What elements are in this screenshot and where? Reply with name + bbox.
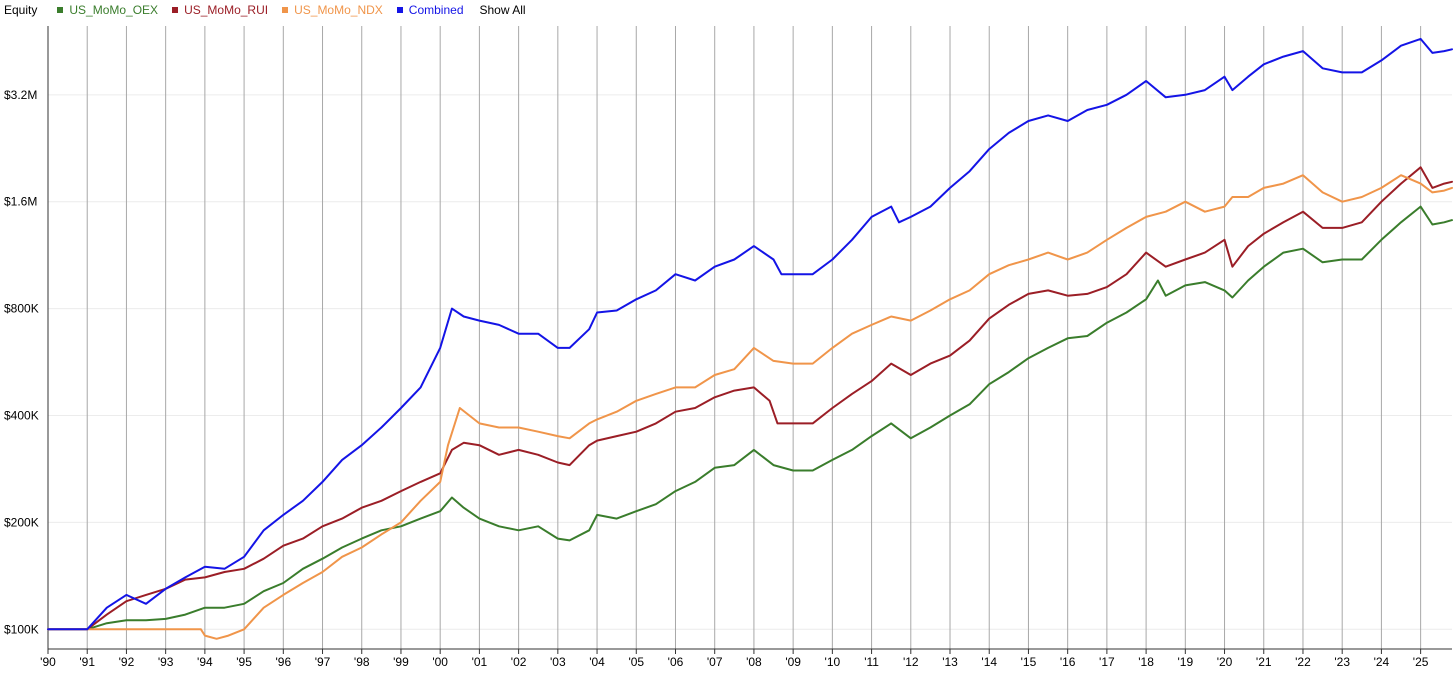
x-tick-label: '16 bbox=[1060, 655, 1076, 669]
series-line-us-momo-oex bbox=[47, 205, 1453, 631]
legend-swatch bbox=[172, 7, 179, 13]
legend-label: Combined bbox=[408, 3, 464, 17]
x-tick-label: '19 bbox=[1177, 655, 1193, 669]
legend-item-combined[interactable]: Combined bbox=[396, 3, 464, 17]
x-tick-label: '20 bbox=[1217, 655, 1233, 669]
x-tick-label: '98 bbox=[354, 655, 370, 669]
series-line-us-momo-rui bbox=[47, 166, 1453, 631]
y-tick-label: $400K bbox=[4, 409, 39, 423]
x-tick-label: '21 bbox=[1256, 655, 1272, 669]
x-tick-label: '02 bbox=[511, 655, 527, 669]
legend-label: US_MoMo_RUI bbox=[184, 3, 269, 17]
y-tick-label: $200K bbox=[4, 515, 39, 529]
y-tick-label: $100K bbox=[4, 622, 39, 636]
x-tick-label: '07 bbox=[707, 655, 723, 669]
x-tick-label: '22 bbox=[1295, 655, 1311, 669]
x-tick-label: '08 bbox=[746, 655, 762, 669]
legend: Equity US_MoMo_OEX US_MoMo_RUI US_MoMo_NDX… bbox=[0, 0, 526, 20]
x-tick-label: '00 bbox=[432, 655, 448, 669]
x-tick-label: '94 bbox=[197, 655, 213, 669]
y-tick-label: $1.6M bbox=[4, 195, 37, 209]
x-tick-label: '05 bbox=[628, 655, 644, 669]
x-tick-label: '14 bbox=[981, 655, 997, 669]
x-tick-label: '15 bbox=[1021, 655, 1037, 669]
x-tick-label: '92 bbox=[119, 655, 135, 669]
x-tick-label: '01 bbox=[472, 655, 488, 669]
series-line-combined bbox=[47, 37, 1453, 631]
x-tick-label: '23 bbox=[1334, 655, 1350, 669]
x-tick-label: '13 bbox=[942, 655, 958, 669]
x-tick-label: '91 bbox=[79, 655, 95, 669]
legend-item-us-momo-rui[interactable]: US_MoMo_RUI bbox=[172, 3, 268, 17]
x-tick-label: '99 bbox=[393, 655, 409, 669]
x-tick-label: '90 bbox=[40, 655, 56, 669]
x-tick-label: '97 bbox=[315, 655, 331, 669]
x-tick-label: '18 bbox=[1138, 655, 1154, 669]
legend-items: US_MoMo_OEX US_MoMo_RUI US_MoMo_NDX Combine… bbox=[57, 3, 477, 17]
x-tick-label: '06 bbox=[668, 655, 684, 669]
legend-swatch bbox=[57, 7, 64, 13]
x-tick-label: '03 bbox=[550, 655, 566, 669]
x-tick-label: '25 bbox=[1413, 655, 1429, 669]
x-tick-label: '96 bbox=[275, 655, 291, 669]
x-tick-label: '93 bbox=[158, 655, 174, 669]
x-tick-label: '24 bbox=[1374, 655, 1390, 669]
x-tick-label: '04 bbox=[589, 655, 605, 669]
legend-swatch bbox=[396, 7, 403, 13]
x-tick-label: '11 bbox=[864, 655, 879, 669]
show-all-button[interactable]: Show All bbox=[479, 3, 526, 17]
x-tick-label: '17 bbox=[1099, 655, 1115, 669]
x-tick-label: '95 bbox=[236, 655, 252, 669]
legend-label: US_MoMo_NDX bbox=[294, 3, 383, 17]
legend-swatch bbox=[282, 7, 289, 13]
x-tick-label: '12 bbox=[903, 655, 919, 669]
x-tick-label: '10 bbox=[825, 655, 841, 669]
x-tick-label: '09 bbox=[785, 655, 801, 669]
legend-title: Equity bbox=[4, 3, 38, 17]
legend-item-us-momo-ndx[interactable]: US_MoMo_NDX bbox=[282, 3, 383, 17]
series-line-us-momo-ndx bbox=[47, 174, 1453, 640]
y-tick-label: $800K bbox=[4, 302, 39, 316]
y-tick-label: $3.2M bbox=[4, 88, 37, 102]
legend-item-us-momo-oex[interactable]: US_MoMo_OEX bbox=[57, 3, 158, 17]
legend-label: US_MoMo_OEX bbox=[69, 3, 159, 17]
